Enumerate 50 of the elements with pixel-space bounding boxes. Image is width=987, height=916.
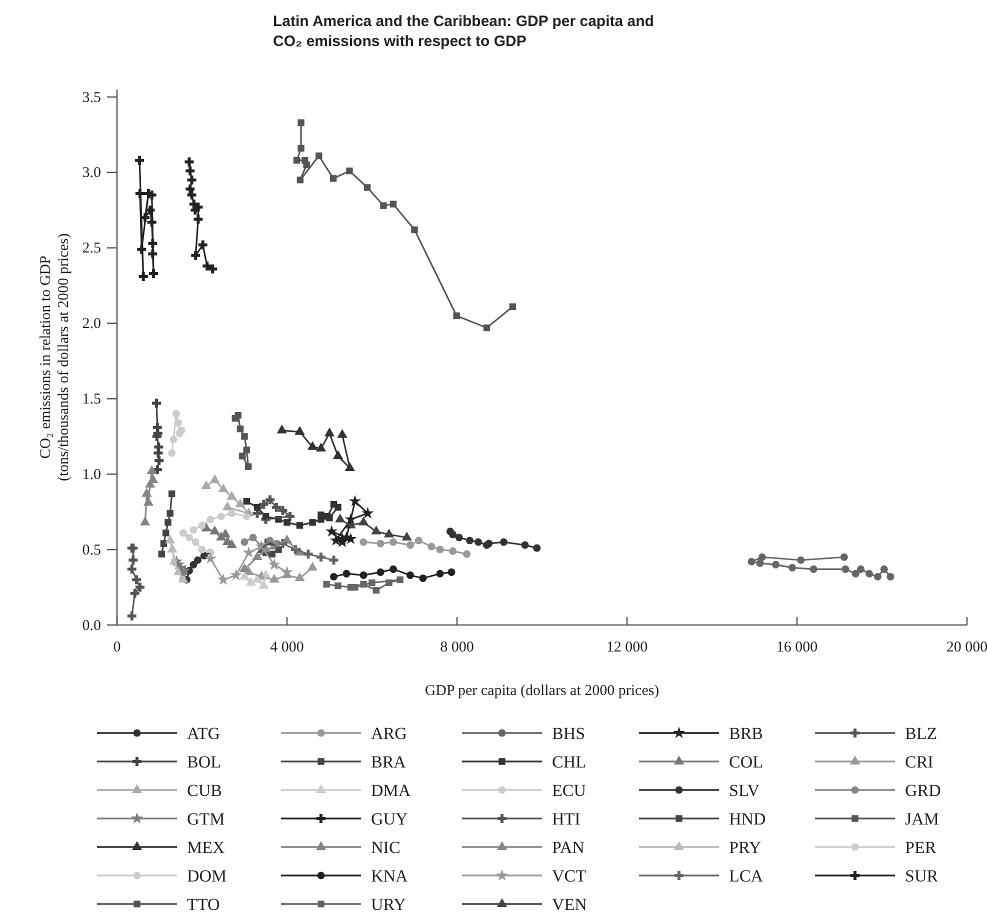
y-axis-title: CO₂ emissions in relation to GDP (tons/thousands of dollars at 2000 prices) xyxy=(38,233,72,482)
legend-label: MEX xyxy=(187,838,225,857)
legend-label: ECU xyxy=(552,781,586,800)
chart-title: Latin America and the Caribbean: GDP per capita and CO₂ emissions with respect to GDP xyxy=(273,13,654,50)
legend-label: BLZ xyxy=(905,724,938,743)
legend-label: DOM xyxy=(187,866,227,886)
legend-label: HTI xyxy=(552,810,581,828)
x-tick-label: 12 000 xyxy=(606,640,648,656)
legend-label: SUR xyxy=(905,866,939,886)
legend-label: BHS xyxy=(552,724,586,743)
x-tick-label: 8 000 xyxy=(440,640,474,656)
legend-label: PAN xyxy=(552,838,584,857)
legend-label: GRD xyxy=(905,781,941,800)
legend-label: COL xyxy=(729,752,763,772)
legend-label: VEN xyxy=(552,895,587,914)
y-tick-label: 2.0 xyxy=(82,316,101,332)
legend-label: DMA xyxy=(371,781,412,800)
legend-label: TTO xyxy=(187,895,220,914)
legend-label: GTM xyxy=(187,810,225,828)
legend-label: SLV xyxy=(729,781,760,800)
legend-label: CHL xyxy=(552,752,586,772)
legend-label: VCT xyxy=(552,866,587,886)
y-tick-label: 3.5 xyxy=(82,90,101,106)
y-tick-label: 2.5 xyxy=(82,240,101,257)
legend-label: CUB xyxy=(187,781,222,800)
legend-label: BRA xyxy=(371,752,407,772)
x-tick-label: 0 xyxy=(113,640,121,656)
y-tick-label: 0.5 xyxy=(82,542,101,558)
legend-label: ATG xyxy=(187,724,220,743)
legend-label: NIC xyxy=(371,838,400,857)
legend-label: URY xyxy=(371,895,406,914)
y-tick-label: 1.5 xyxy=(82,392,101,408)
legend-label: JAM xyxy=(905,810,940,828)
legend-label: CRI xyxy=(905,752,934,772)
legend-label: BOL xyxy=(187,752,221,772)
legend-label: HND xyxy=(729,810,766,828)
y-tick-label: 0.0 xyxy=(82,618,101,634)
x-tick-label: 4 000 xyxy=(270,640,304,656)
x-tick-label: 20 000 xyxy=(946,640,987,656)
y-tick-label: 3.0 xyxy=(82,165,101,182)
legend-label: PER xyxy=(905,838,937,857)
legend-label: GUY xyxy=(371,810,408,828)
legend-label: LCA xyxy=(729,866,764,886)
y-tick-label: 1.0 xyxy=(82,466,101,483)
legend-label: ARG xyxy=(371,724,407,743)
legend-label: BRB xyxy=(729,724,764,743)
legend-label: KNA xyxy=(371,866,409,886)
legend-label: PRY xyxy=(729,838,762,857)
x-tick-label: 16 000 xyxy=(776,640,818,656)
x-axis-title: GDP per capita (dollars at 2000 prices) xyxy=(424,683,660,699)
